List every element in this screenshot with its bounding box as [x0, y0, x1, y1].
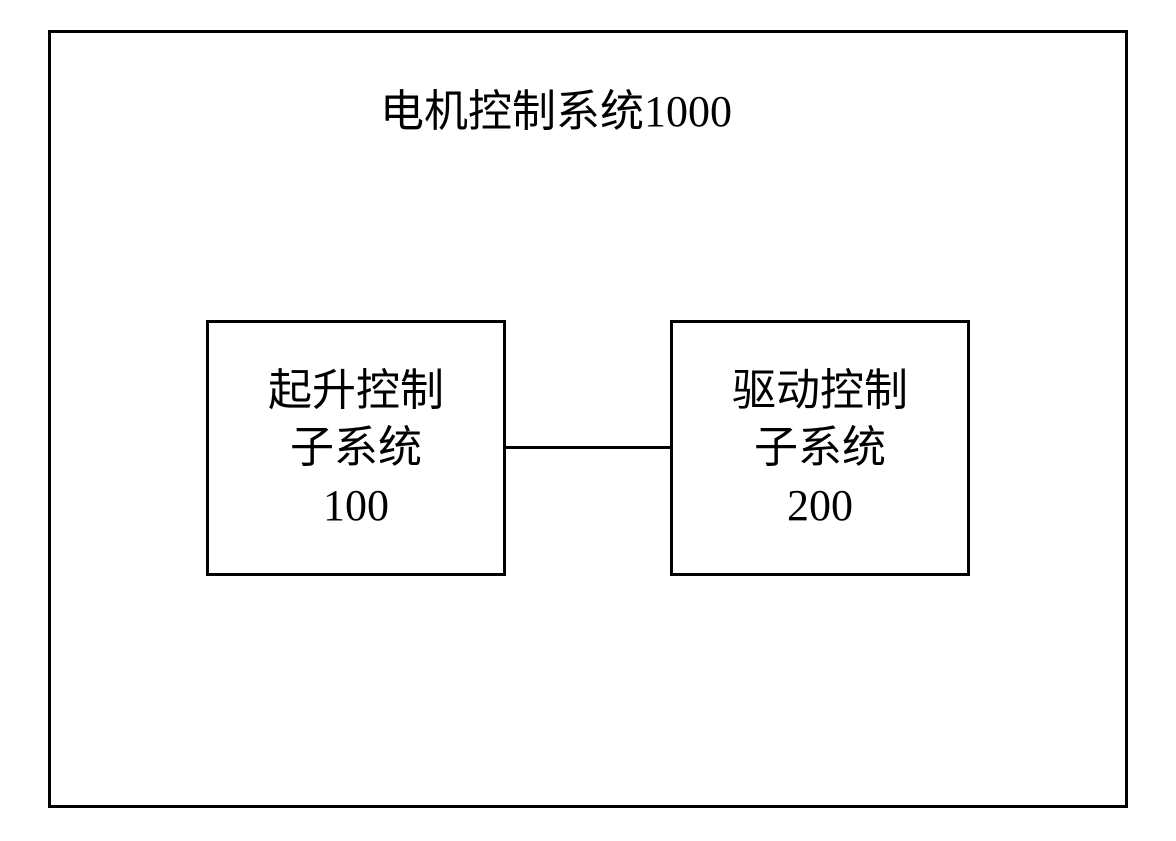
system-title: 电机控制系统1000: [380, 75, 732, 139]
node-100-line1: 起升控制: [268, 362, 444, 419]
node-100-line3: 100: [323, 477, 389, 534]
node-200-line1: 驱动控制: [732, 362, 908, 419]
connector-line: [506, 446, 670, 449]
node-100-box: 起升控制 子系统 100: [206, 320, 506, 576]
node-200-line2: 子系统: [754, 419, 886, 476]
node-100-line2: 子系统: [290, 419, 422, 476]
node-200-line3: 200: [787, 477, 853, 534]
node-200-box: 驱动控制 子系统 200: [670, 320, 970, 576]
